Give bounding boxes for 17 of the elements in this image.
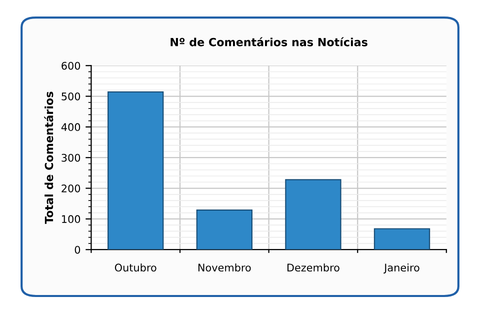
y-tick-label: 600 <box>62 62 80 70</box>
bar <box>196 209 252 250</box>
y-tick-label: 200 <box>62 184 80 192</box>
y-axis-title: Total de Comentários <box>44 92 54 224</box>
x-tick-label: Outubro <box>114 263 156 272</box>
x-tick-label: Janeiro <box>384 263 420 274</box>
bar <box>285 179 342 250</box>
y-tick-label: 500 <box>62 92 80 100</box>
chart-title: Nº de Comentários nas Notícias <box>170 37 368 46</box>
x-tick-label: Dezembro <box>287 263 340 272</box>
y-tick-label: 100 <box>62 215 80 224</box>
x-tick-label: Novembro <box>198 263 251 272</box>
y-tick-label: 300 <box>62 154 80 162</box>
y-tick-label: 400 <box>61 123 80 132</box>
y-tick-label: 0 <box>74 246 80 254</box>
bar <box>108 91 164 250</box>
bar <box>374 228 430 250</box>
